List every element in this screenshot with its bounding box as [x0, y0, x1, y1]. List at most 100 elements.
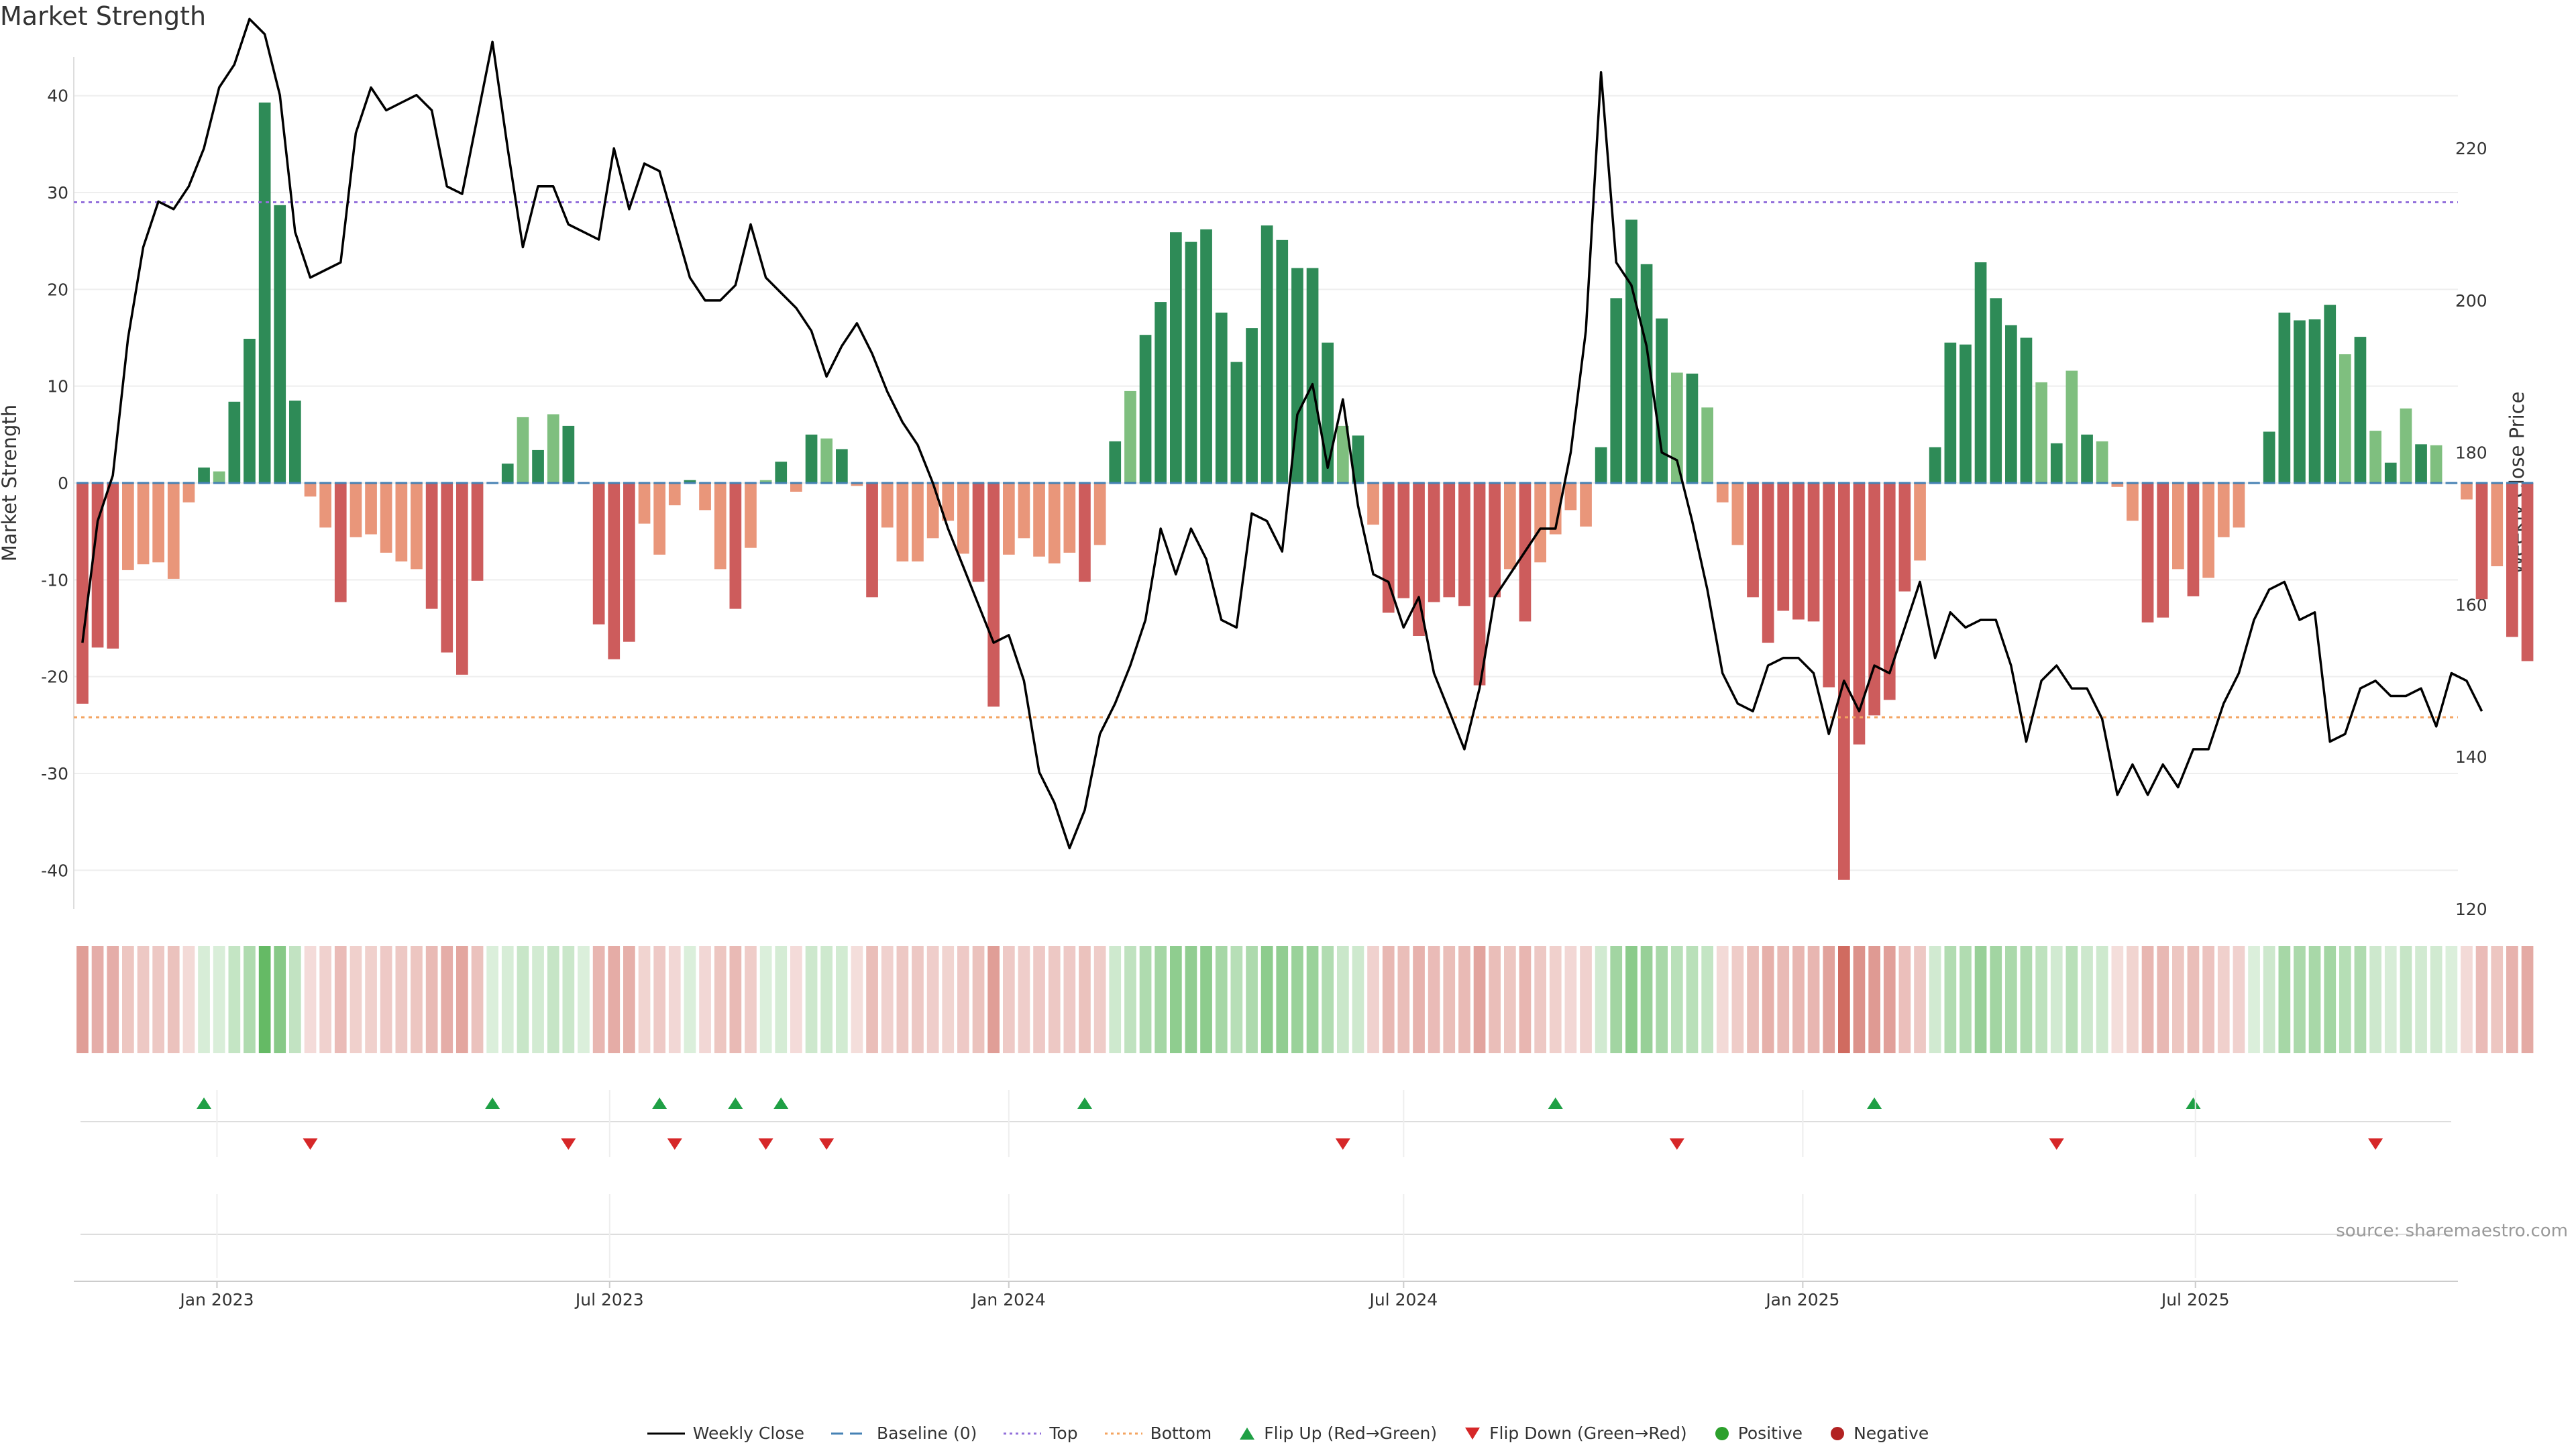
strength-bar	[866, 483, 878, 598]
heat-cell	[1625, 946, 1638, 1053]
heat-cell	[2324, 946, 2337, 1053]
strength-bar	[1428, 483, 1440, 602]
strength-bar	[304, 483, 317, 497]
strength-bar	[1109, 441, 1122, 483]
strength-bar	[167, 483, 180, 579]
heat-cell	[1003, 946, 1015, 1053]
strength-bar	[1458, 483, 1470, 606]
heat-cell	[2157, 946, 2169, 1053]
heat-cell	[1367, 946, 1379, 1053]
y-axis-title: Market Strength	[0, 405, 21, 561]
heat-cell	[1382, 946, 1395, 1053]
heat-cell	[517, 946, 529, 1053]
strength-bar	[1093, 483, 1106, 545]
heat-cell	[1868, 946, 1880, 1053]
strength-bar	[714, 483, 727, 570]
heat-cell	[2217, 946, 2230, 1053]
strength-bar	[2081, 434, 2093, 483]
strength-bar	[1686, 373, 1699, 483]
y-tick-label: 40	[47, 87, 68, 106]
strength-bar	[2187, 483, 2200, 596]
legend-item-weekly-close: Weekly Close	[647, 1424, 804, 1443]
strength-bar	[1489, 483, 1501, 598]
heat-cell	[1306, 946, 1319, 1053]
heat-cell	[1960, 946, 1972, 1053]
heat-cell	[896, 946, 909, 1053]
strength-bar	[1337, 425, 1349, 483]
strength-bar	[1944, 342, 1957, 483]
heat-cell	[1671, 946, 1683, 1053]
strength-bar	[1215, 313, 1228, 483]
x-tick-label: Jan 2023	[178, 1290, 254, 1309]
legend-item-bottom: Bottom	[1104, 1424, 1212, 1443]
strength-bar	[2415, 444, 2427, 483]
strength-bar	[1276, 239, 1289, 483]
heat-cell	[2172, 946, 2184, 1053]
heat-cell	[820, 946, 833, 1053]
heat-cell	[1185, 946, 1197, 1053]
chart-legend: Weekly Close Baseline (0) Top Bottom Fli…	[0, 1424, 2576, 1443]
heat-cell	[1200, 946, 1212, 1053]
heat-cell	[380, 946, 392, 1053]
strength-bar	[1974, 262, 1987, 483]
strength-bar	[684, 480, 696, 483]
heat-cell	[182, 946, 195, 1053]
heat-cell	[2369, 946, 2381, 1053]
heat-cell	[1428, 946, 1440, 1053]
heat-cell	[1260, 946, 1273, 1053]
heat-cell	[1610, 946, 1623, 1053]
strength-bar	[2065, 370, 2078, 483]
heat-cell	[2233, 946, 2245, 1053]
strength-bar	[957, 483, 969, 554]
heat-cell	[1458, 946, 1470, 1053]
legend-item-top: Top	[1004, 1424, 1078, 1443]
legend-dotted-swatch	[1004, 1432, 1042, 1434]
heat-cell	[365, 946, 377, 1053]
heat-cell	[1823, 946, 1835, 1053]
strength-bar	[942, 483, 955, 521]
strength-bar	[547, 414, 559, 483]
legend-item-negative: Negative	[1829, 1424, 1929, 1443]
strength-bar	[729, 483, 742, 609]
strength-bar	[2369, 431, 2381, 483]
strength-bar	[592, 483, 605, 625]
flip-up-marker	[197, 1097, 212, 1109]
strength-bar	[1777, 483, 1790, 611]
strength-bar	[1504, 483, 1516, 570]
heat-cell	[942, 946, 955, 1053]
strength-bar	[851, 483, 863, 486]
heat-cell	[1170, 946, 1182, 1053]
heat-cell	[1397, 946, 1410, 1053]
heat-cell	[2339, 946, 2351, 1053]
heat-cell	[623, 946, 635, 1053]
heat-cell	[228, 946, 241, 1053]
strength-bar	[1762, 483, 1774, 643]
y-tick-label: 20	[47, 280, 68, 299]
strength-bar	[805, 434, 818, 483]
strength-bar	[1260, 225, 1273, 483]
strength-bar	[289, 400, 301, 483]
strength-bar	[562, 425, 575, 483]
strength-bar	[228, 401, 241, 483]
strength-bar	[1185, 241, 1197, 483]
strength-bar	[759, 480, 772, 483]
strength-bar	[1170, 232, 1182, 483]
heat-cell	[2050, 946, 2063, 1053]
strength-bar	[1823, 483, 1835, 688]
legend-label: Weekly Close	[692, 1424, 805, 1443]
heat-cell	[258, 946, 271, 1053]
strength-bar	[411, 483, 423, 570]
legend-dotted-swatch	[1104, 1432, 1142, 1434]
strength-bar	[1747, 483, 1759, 598]
flip-up-marker	[773, 1097, 789, 1109]
strength-bar	[91, 483, 104, 648]
heat-cell	[1686, 946, 1699, 1053]
strength-bar	[2294, 320, 2306, 483]
strength-bar	[972, 483, 985, 582]
flip-down-marker	[2368, 1138, 2383, 1150]
heat-cell	[1246, 946, 1258, 1053]
flip-up-marker	[2186, 1097, 2201, 1109]
y-tick-label: 0	[58, 474, 68, 493]
strength-bar	[1580, 483, 1592, 527]
strength-bar	[638, 483, 651, 524]
